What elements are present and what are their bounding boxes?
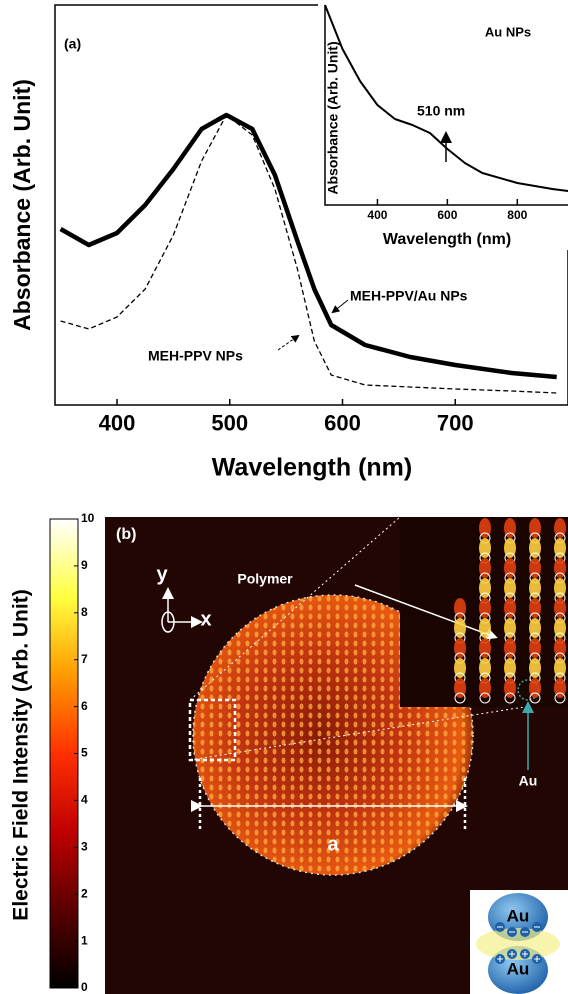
inset-x-label: Wavelength (nm) [383, 231, 511, 248]
colorbar-tick-label: 9 [81, 558, 88, 572]
annotation: 510 nm [417, 103, 465, 119]
annotation: a [327, 833, 339, 855]
legend-label: MEH-PPV NPs [148, 348, 243, 364]
colorbar-tick-label: 5 [81, 746, 88, 760]
annotation: Polymer [237, 571, 293, 587]
x-axis-label: Wavelength (nm) [212, 454, 412, 482]
annotation: x [200, 608, 211, 630]
x-tick-label: 600 [324, 411, 361, 436]
polymer-gap [476, 928, 560, 960]
x-tick-label: 500 [211, 411, 248, 436]
colorbar-tick-label: 3 [81, 839, 88, 853]
legend-arrow [333, 300, 348, 312]
colorbar-tick-label: 8 [81, 605, 88, 619]
colorbar-tick-label: 7 [81, 652, 88, 666]
figure: 400 500 600 700 Wavelength (nm) Absorbance (A… [0, 0, 568, 994]
x-tick-label: 400 [367, 208, 387, 222]
inset-y-label: Absorbance (Arb. Unit) [325, 41, 341, 194]
colorbar-label: Electric Field Intensity (Arb. Unit) [10, 589, 33, 920]
panel-label: (b) [116, 526, 136, 543]
x-tick-label: 800 [507, 208, 527, 222]
dimer-label: Au [507, 906, 530, 925]
colorbar-tick-label: 10 [81, 511, 95, 525]
y-axis-label: Absorbance (Arb. Unit) [9, 79, 35, 331]
colorbar-tick-label: 1 [81, 933, 88, 947]
colorbar [50, 519, 78, 988]
x-tick-label: 600 [437, 208, 457, 222]
x-tick-label: 400 [99, 411, 136, 436]
colorbar-tick-label: 6 [81, 699, 88, 713]
colorbar-tick-label: 2 [81, 886, 88, 900]
legend-label: MEH-PPV/Au NPs [350, 288, 468, 304]
dimer-label: Au [507, 959, 530, 978]
annotation: Au [519, 773, 538, 789]
x-tick-label: 700 [437, 411, 474, 436]
panel-label: (a) [64, 36, 81, 52]
colorbar-tick-label: 0 [81, 980, 88, 994]
annotation: y [156, 563, 168, 585]
legend-arrow [278, 336, 298, 350]
colorbar-tick-label: 4 [81, 793, 88, 807]
inset-title: Au NPs [485, 24, 531, 39]
